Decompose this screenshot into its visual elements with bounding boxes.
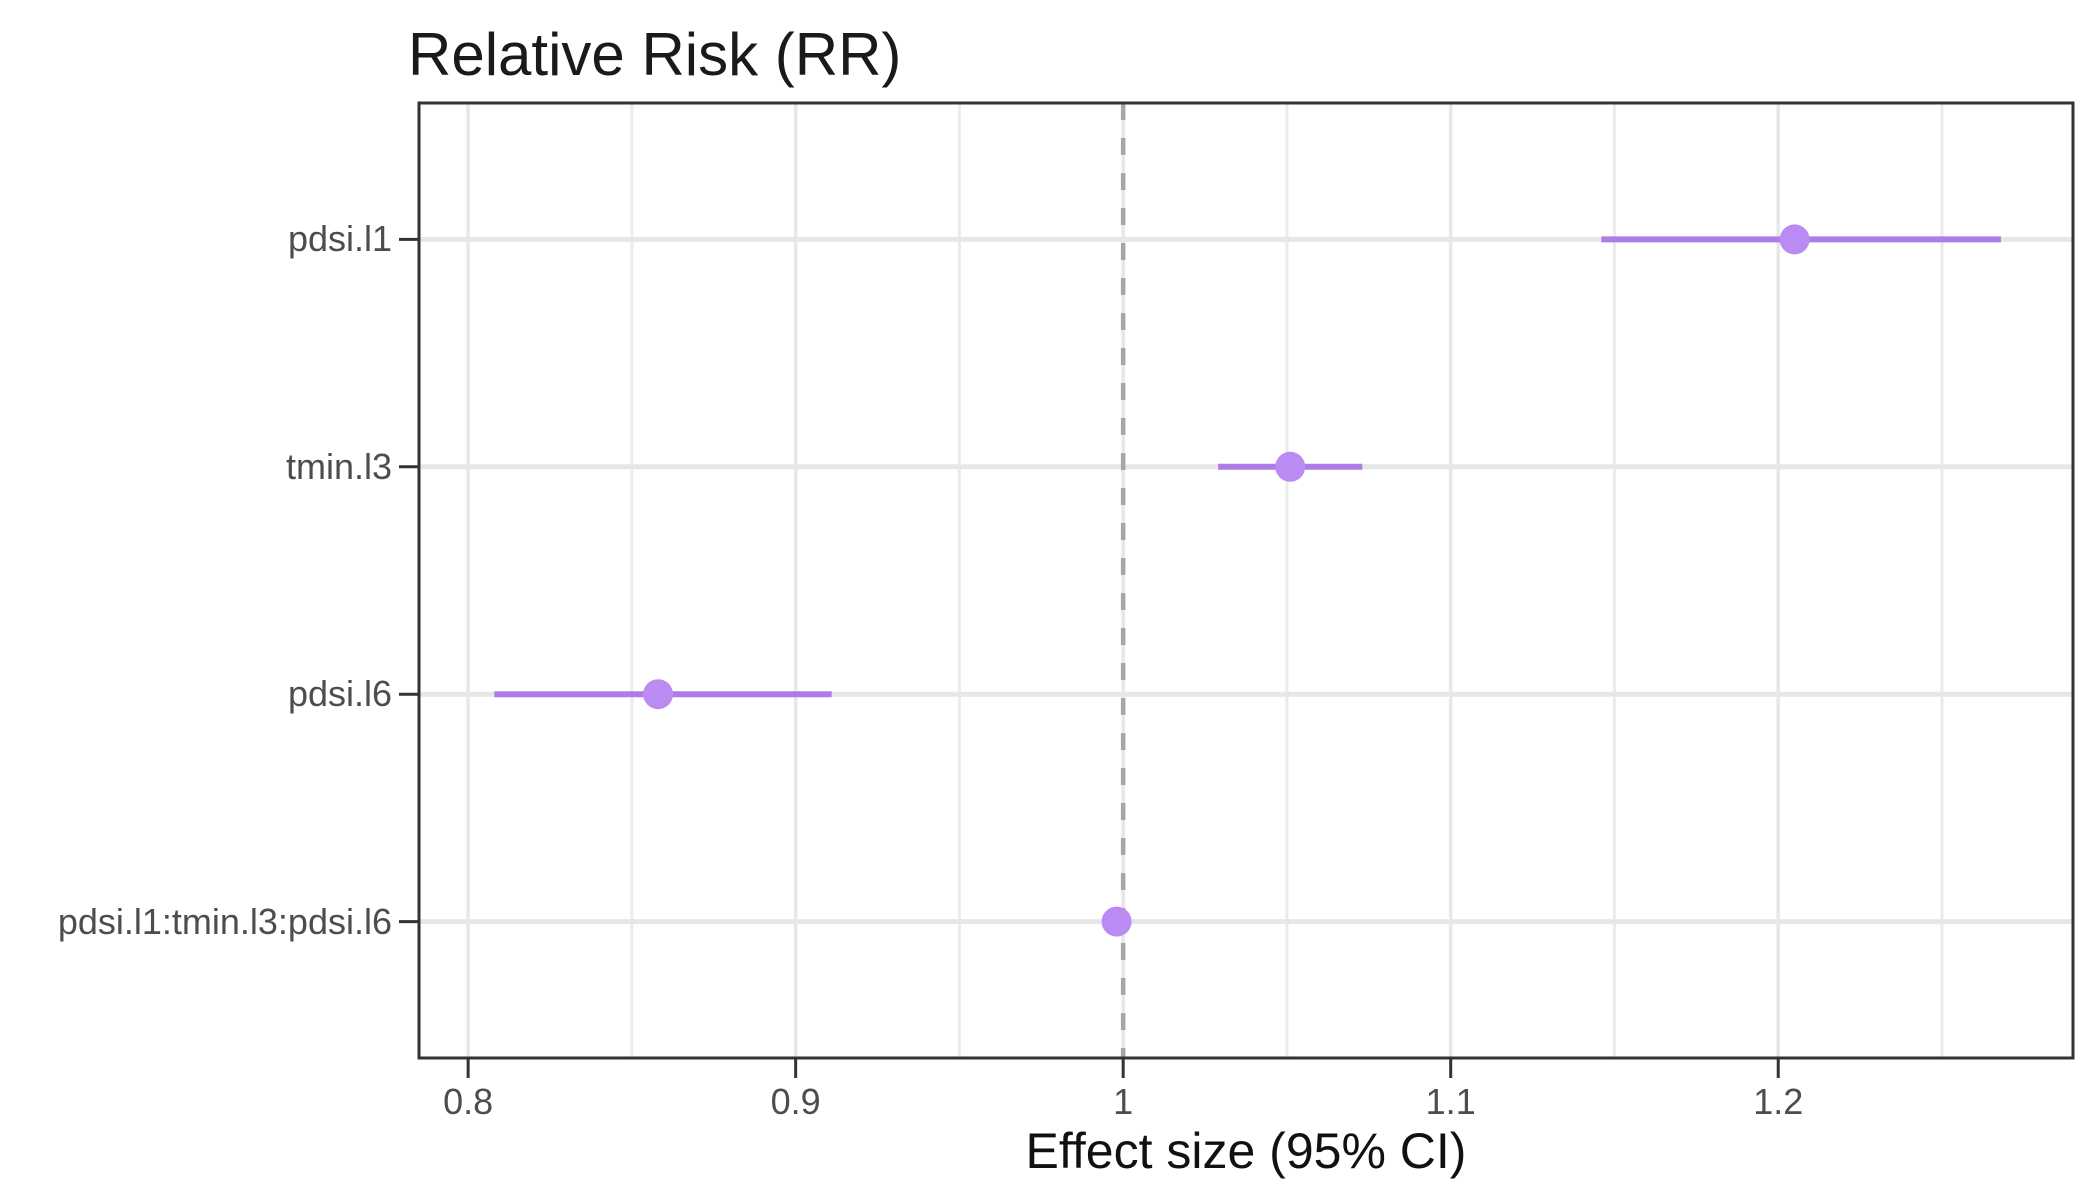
y-axis-category-label: pdsi.l6 [287, 673, 392, 715]
point-estimate [643, 679, 674, 710]
x-axis-tick-label: 1.1 [1425, 1081, 1476, 1122]
x-axis-tick-label: 1 [1113, 1081, 1134, 1122]
panel-border [417, 101, 2075, 1060]
panel-background [419, 103, 2073, 1058]
y-axis-category-label: tmin.l3 [285, 445, 392, 487]
x-axis-tick-label: 1.2 [1753, 1081, 1804, 1122]
x-axis-tick-label: 0.9 [770, 1081, 821, 1122]
y-axis-category-label: pdsi.l1:tmin.l3:pdsi.l6 [57, 900, 392, 942]
point-estimate [1101, 906, 1132, 937]
y-axis-category-label: pdsi.l1 [287, 218, 392, 260]
plot-title: Relative Risk (RR) [408, 21, 902, 88]
point-estimate [1779, 224, 1810, 255]
x-axis-tick-label: 0.8 [443, 1081, 494, 1122]
point-estimate [1275, 451, 1306, 482]
x-axis-title: Effect size (95% CI) [1025, 1123, 1467, 1179]
